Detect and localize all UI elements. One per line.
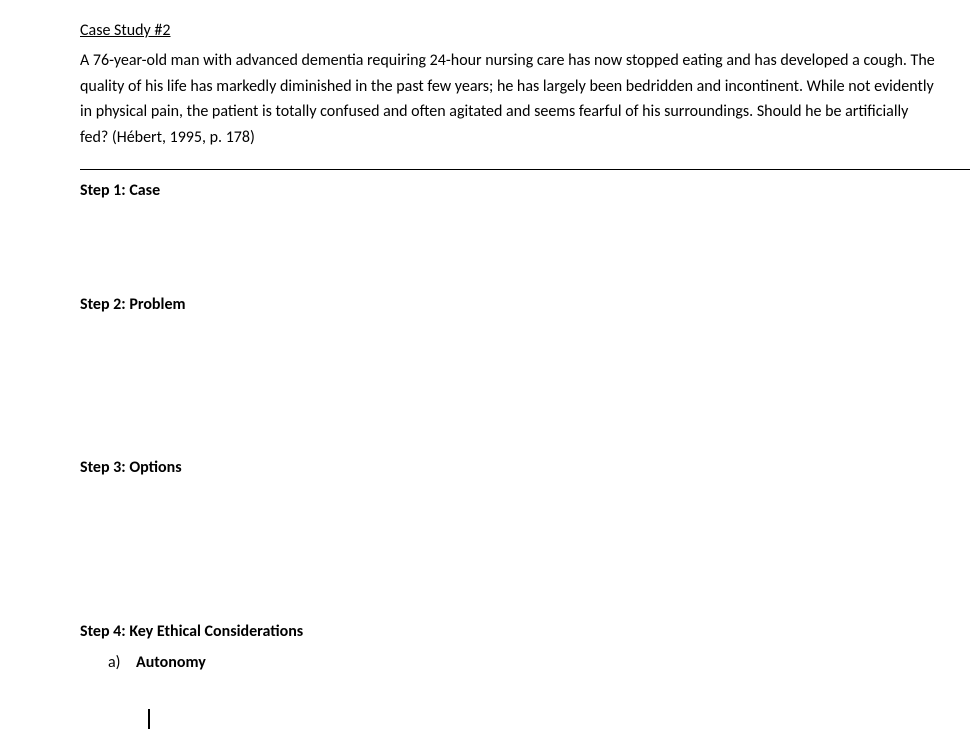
step4-sub-item: a)Autonomy (108, 650, 971, 676)
horizontal-divider (80, 169, 970, 170)
cursor-position[interactable] (148, 703, 971, 732)
sub-item-label: Autonomy (136, 653, 206, 672)
case-study-body: A 76-year-old man with advanced dementia… (80, 48, 940, 152)
step1-blank-space (80, 204, 971, 292)
step3-heading: Step 3: Options (80, 455, 971, 481)
step2-blank-space (80, 317, 971, 455)
step4-heading: Step 4: Key Ethical Considerations (80, 619, 971, 645)
document-page: Case Study #2 A 76-year-old man with adv… (0, 0, 971, 732)
step1-heading: Step 1: Case (80, 178, 971, 204)
case-study-title: Case Study #2 (80, 18, 971, 44)
step3-blank-space (80, 481, 971, 619)
text-cursor-icon (148, 709, 150, 729)
sub-item-marker: a) (108, 650, 136, 676)
step2-heading: Step 2: Problem (80, 292, 971, 318)
